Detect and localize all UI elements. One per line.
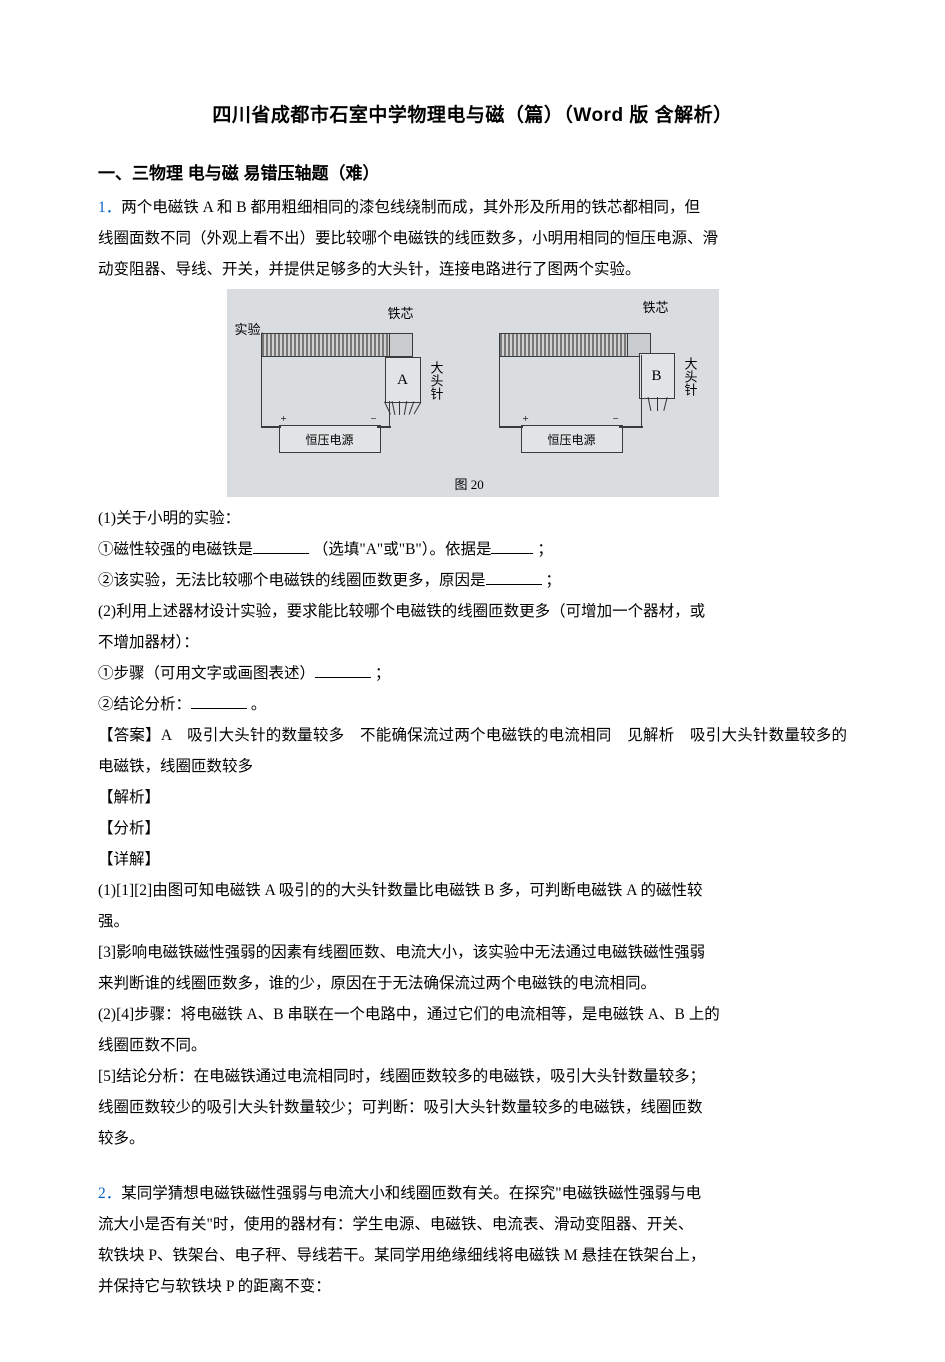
fig-pin-label-l: 大头针 bbox=[427, 361, 446, 400]
answer-label: 【答案】 bbox=[98, 727, 161, 744]
q1-detail-l3: [3]影响电磁铁磁性强弱的因素有线圈匝数、电流大小，该实验中无法通过电磁铁磁性强… bbox=[98, 944, 705, 961]
q1-number: 1． bbox=[98, 199, 121, 216]
q1-p2a-pre: ①步骤（可用文字或画图表述） bbox=[98, 665, 315, 682]
psu-left: 恒压电源 bbox=[279, 425, 381, 453]
q1-p2b-pre: ②结论分析： bbox=[98, 696, 191, 713]
core-end-left bbox=[389, 333, 413, 357]
fenxi-label: 【分析】 bbox=[98, 820, 160, 837]
q1-detail-l1: (1)[1][2]由图可知电磁铁 A 吸引的的大头针数量比电磁铁 B 多，可判断… bbox=[98, 882, 703, 899]
fig-label-iron-core-l: 铁芯 bbox=[388, 303, 414, 322]
q2-l3: 软铁块 P、铁架台、电子秤、导线若干。某同学用绝缘细线将电磁铁 M 悬挂在铁架台… bbox=[98, 1247, 706, 1264]
xiangjie-label: 【详解】 bbox=[98, 851, 160, 868]
q1-detail-l5: (2)[4]步骤：将电磁铁 A、B 串联在一个电路中，通过它们的电流相等，是电磁… bbox=[98, 1006, 720, 1023]
q1-stem-line2: 线圈面数不同（外观上看不出）要比较哪个电磁铁的线匝数多，小明用相同的恒压电源、滑 bbox=[98, 230, 718, 247]
q1-stem-line1: 两个电磁铁 A 和 B 都用粗细相同的漆包线绕制而成，其外形及所用的铁芯都相同，… bbox=[121, 199, 700, 216]
q2-number: 2． bbox=[98, 1185, 121, 1202]
blank bbox=[253, 538, 309, 555]
box-A: A bbox=[385, 357, 421, 403]
q2-l4: 并保持它与软铁块 P 的距离不变： bbox=[98, 1278, 331, 1295]
jiexi-label: 【解析】 bbox=[98, 789, 160, 806]
q1-p2-intro-l1: (2)利用上述器材设计实验，要求能比较哪个电磁铁的线圈匝数更多（可增加一个器材，… bbox=[98, 603, 705, 620]
q1-p1a-pre: ①磁性较强的电磁铁是 bbox=[98, 541, 253, 558]
fig-pin-label-r: 大头针 bbox=[681, 357, 700, 396]
q1-detail-l9: 较多。 bbox=[98, 1130, 145, 1147]
section-heading: 一、三物理 电与磁 易错压轴题（难） bbox=[98, 159, 847, 184]
q1-stem-line3: 动变阻器、导线、开关，并提供足够多的大头针，连接电路进行了图两个实验。 bbox=[98, 261, 641, 278]
circuit-right: 铁芯 B 大头针 恒压电源 + − bbox=[481, 307, 721, 477]
coil-left bbox=[261, 333, 393, 357]
pins-right bbox=[641, 397, 685, 419]
figure-20: 实验. 铁芯 A 大头针 恒压电源 bbox=[227, 289, 719, 497]
psu-minus-r: − bbox=[613, 413, 619, 425]
q2-l1: 某同学猜想电磁铁磁性强弱与电流大小和线圈匝数有关。在探究"电磁铁磁性强弱与电 bbox=[121, 1185, 701, 1202]
q1-p2b-end: 。 bbox=[251, 696, 267, 713]
blank bbox=[491, 538, 533, 555]
q1-p2-intro-l2: 不增加器材）： bbox=[98, 634, 199, 651]
q1-p1a-mid: （选填"A"或"B"）。依据是 bbox=[313, 541, 492, 558]
q1-detail-l8: 线圈匝数较少的吸引大头针数量较少；可判断：吸引大头针数量较多的电磁铁，线圈匝数 bbox=[98, 1099, 703, 1116]
fig-label-iron-core-r: 铁芯 bbox=[643, 297, 669, 316]
q1-detail-l2: 强。 bbox=[98, 913, 129, 930]
psu-plus-r: + bbox=[523, 413, 529, 425]
q1-p1b-pre: ②该实验，无法比较哪个电磁铁的线圈匝数更多，原因是 bbox=[98, 572, 486, 589]
q1-subquestions: (1)关于小明的实验： ①磁性较强的电磁铁是 （选填"A"或"B"）。依据是 ；… bbox=[98, 503, 847, 1154]
question-1: 1．两个电磁铁 A 和 B 都用粗细相同的漆包线绕制而成，其外形及所用的铁芯都相… bbox=[98, 192, 847, 285]
q1-p2a-end: ； bbox=[375, 665, 391, 682]
page: 四川省成都市石室中学物理电与磁（篇）（Word 版 含解析） 一、三物理 电与磁… bbox=[0, 0, 945, 1362]
circuit-left: 铁芯 A 大头针 恒压电源 + − bbox=[233, 307, 473, 477]
q2-l2: 流大小是否有关"时，使用的器材有：学生电源、电磁铁、电流表、滑动变阻器、开关、 bbox=[98, 1216, 693, 1233]
blank bbox=[191, 693, 247, 710]
blank bbox=[486, 569, 542, 586]
q1-p1-intro: (1)关于小明的实验： bbox=[98, 510, 240, 527]
answer-text: A 吸引大头针的数量较多 不能确保流过两个电磁铁的电流相同 见解析 吸引大头针数… bbox=[98, 727, 847, 775]
figure-caption: 图 20 bbox=[455, 474, 484, 493]
psu-right: 恒压电源 bbox=[521, 425, 623, 453]
blank bbox=[315, 662, 371, 679]
box-B: B bbox=[639, 353, 675, 399]
q1-p1a-end: ； bbox=[537, 541, 553, 558]
q1-detail-l4: 来判断谁的线圈匝数多，谁的少，原因在于无法确保流过两个电磁铁的电流相同。 bbox=[98, 975, 656, 992]
document-title: 四川省成都市石室中学物理电与磁（篇）（Word 版 含解析） bbox=[98, 100, 847, 127]
psu-minus-l: − bbox=[371, 413, 377, 425]
q1-p1b-end: ； bbox=[545, 572, 561, 589]
question-2: 2．某同学猜想电磁铁磁性强弱与电流大小和线圈匝数有关。在探究"电磁铁磁性强弱与电… bbox=[98, 1178, 847, 1302]
coil-right bbox=[499, 333, 631, 357]
psu-plus-l: + bbox=[281, 413, 287, 425]
q1-detail-l6: 线圈匝数不同。 bbox=[98, 1037, 207, 1054]
q1-detail-l7: [5]结论分析：在电磁铁通过电流相同时，线圈匝数较多的电磁铁，吸引大头针数量较多… bbox=[98, 1068, 705, 1085]
figure-20-wrap: 实验. 铁芯 A 大头针 恒压电源 bbox=[98, 289, 847, 497]
